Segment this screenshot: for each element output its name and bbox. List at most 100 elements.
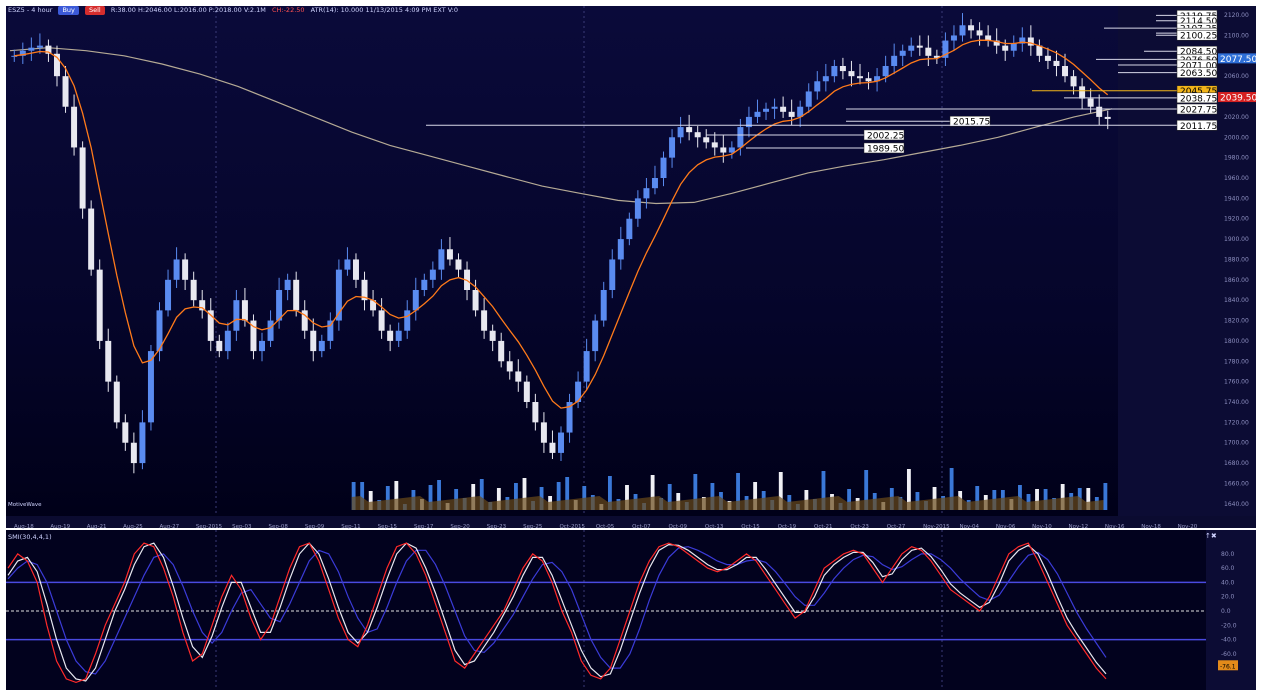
candle-body (626, 218, 633, 240)
osc-tick-label: -20.0 (1221, 622, 1237, 629)
candle-body (370, 300, 377, 311)
volume-label: MotiveWave (8, 502, 42, 508)
sell-button[interactable]: Sell (84, 6, 105, 15)
candle-body (763, 108, 770, 112)
x-tick-label: Nov-18 (1141, 524, 1161, 530)
x-tick-label: Nov-16 (1105, 524, 1125, 530)
x-tick-label: Oct-05 (596, 524, 615, 530)
y-tick-label: 1860.00 (1224, 277, 1249, 284)
volume-bar (607, 476, 612, 510)
osc-series-line (7, 546, 1107, 675)
price-tag-label: 2039.50 (1220, 94, 1256, 104)
candle-body (780, 106, 787, 112)
volume-bar (351, 482, 356, 510)
level-tag (1176, 103, 1218, 115)
volume-bar (821, 471, 826, 510)
x-tick-label: Sep-11 (341, 524, 360, 530)
volume-bar (479, 479, 484, 510)
level-label: 2011.75 (1180, 122, 1217, 132)
osc-series-line (7, 542, 1107, 684)
y-tick-label: 2060.00 (1224, 73, 1249, 80)
candle-body (643, 188, 650, 199)
x-tick-label: Nov-06 (996, 524, 1016, 530)
candle-body (45, 45, 52, 54)
candle-body (728, 147, 735, 153)
candle-body (660, 157, 667, 178)
candle-body (224, 330, 231, 352)
candle-body (617, 239, 624, 260)
level-label: 2045.75 (1180, 87, 1217, 97)
price-panel[interactable]: 1640.00 1660.00 1680.00 1700.00 1720.00 1740.… (6, 6, 1256, 522)
candle-body (71, 106, 78, 148)
y-tick-label: 1840.00 (1224, 297, 1249, 304)
level-label: 2114.50 (1180, 17, 1217, 27)
volume-bar (650, 475, 655, 510)
candle-body (1019, 37, 1026, 44)
volume-bar (428, 485, 433, 510)
volume-bar (437, 480, 441, 510)
candle-body (925, 47, 932, 56)
level-tag (1176, 67, 1218, 78)
volume-bar (1035, 489, 1039, 510)
candle-body (976, 30, 983, 36)
candle-body (241, 300, 248, 321)
candle-body (592, 320, 599, 352)
candle-body (634, 198, 641, 219)
y-tick-label: 2100.00 (1224, 32, 1249, 39)
level-tag (949, 115, 991, 127)
y-tick-label: 1880.00 (1224, 256, 1249, 263)
candle-body (882, 66, 889, 77)
level-tag (1176, 92, 1218, 104)
x-tick-label: Sep-09 (305, 524, 325, 530)
volume-bar (949, 468, 954, 510)
level-tag (863, 129, 905, 141)
x-tick-label: Nov-12 (1069, 524, 1089, 530)
candle-body (1053, 60, 1060, 66)
candle-body (822, 76, 829, 82)
candle-body (216, 340, 223, 352)
y-tick-label: 1680.00 (1224, 460, 1249, 467)
level-label: 2038.75 (1180, 94, 1217, 104)
candle-body (361, 279, 368, 301)
candle-body (412, 290, 419, 311)
candle-body (122, 422, 129, 443)
y-tick-label: 1700.00 (1224, 440, 1249, 447)
candle-body (318, 340, 325, 352)
x-tick-label: Aug-21 (87, 524, 107, 530)
volume-bar (667, 484, 672, 510)
x-tick-label: Oct-07 (632, 524, 651, 530)
candle-body (455, 259, 462, 270)
candle-body (1027, 37, 1034, 46)
candle-body (703, 137, 710, 143)
volume-bar (753, 482, 758, 510)
oscillator-panel[interactable]: 80.060.040.020.00.0-20.0-40.0-60.0-80.0-… (6, 530, 1256, 690)
candle-body (207, 310, 214, 341)
candle-body (874, 76, 881, 82)
candle-body (831, 66, 838, 77)
candle-body (53, 53, 60, 77)
x-tick-label: Oct-13 (705, 524, 724, 530)
candle-body (156, 310, 163, 352)
date-axis: Aug-18 Aug-19 Aug-21 Aug-25 Aug-27 Sep-2015 Se… (6, 516, 1256, 530)
osc-tick-label: -40.0 (1221, 637, 1237, 644)
candle-body (575, 381, 582, 402)
candle-body (916, 45, 923, 48)
price-chart[interactable]: 1640.00 1660.00 1680.00 1700.00 1720.00 1740.… (6, 6, 1256, 522)
candle-body (1070, 76, 1077, 87)
buy-button[interactable]: Buy (58, 6, 79, 15)
candle-body (993, 40, 1000, 46)
level-tag (1176, 120, 1218, 131)
y-tick-label: 2020.00 (1224, 114, 1249, 121)
candle-body (583, 351, 590, 382)
x-tick-label: Oct-15 (741, 524, 760, 530)
candle-body (745, 116, 752, 128)
candle-body (344, 259, 351, 270)
candle-body (1010, 43, 1017, 51)
candle-body (28, 47, 35, 51)
volume-bar (1043, 489, 1048, 510)
oscillator-chart[interactable]: 80.060.040.020.00.0-20.0-40.0-60.0-80.0-… (6, 530, 1256, 690)
volume-bar (1103, 483, 1108, 510)
panel-controls-icon[interactable]: ↑✖ (1205, 532, 1217, 540)
candle-body (139, 422, 146, 464)
y-tick-label: 1820.00 (1224, 318, 1249, 325)
